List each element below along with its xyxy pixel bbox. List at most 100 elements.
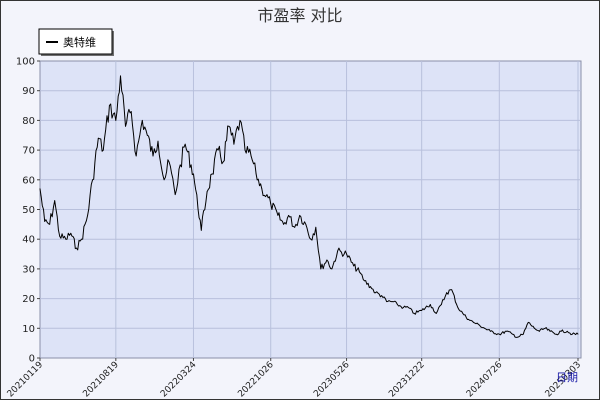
series-line — [39, 75, 579, 338]
data-point — [441, 304, 442, 305]
data-point — [141, 120, 143, 121]
data-point — [250, 155, 252, 157]
x-tick-label: 20220324 — [159, 360, 199, 400]
data-point — [490, 330, 491, 332]
data-point — [65, 238, 67, 240]
data-point — [206, 191, 208, 193]
data-point — [315, 226, 317, 228]
data-point — [184, 143, 186, 145]
data-point — [484, 327, 485, 329]
x-tick-label: 20240726 — [465, 360, 505, 400]
data-point — [413, 313, 415, 314]
data-point — [109, 105, 110, 106]
data-point — [370, 286, 371, 288]
data-point — [566, 330, 568, 332]
data-point — [571, 333, 573, 335]
data-point — [49, 223, 51, 225]
data-point — [560, 330, 562, 332]
data-point — [451, 289, 453, 291]
data-point — [331, 268, 333, 270]
y-tick-label: 40 — [22, 235, 35, 246]
data-point — [421, 310, 423, 311]
y-tick-label: 90 — [22, 86, 35, 97]
data-point — [244, 149, 246, 151]
data-point — [479, 324, 480, 326]
data-point — [555, 333, 557, 335]
data-point — [408, 307, 409, 308]
data-point — [522, 333, 524, 335]
x-tick-label: 20231222 — [387, 360, 426, 399]
data-point — [283, 223, 284, 225]
y-tick-label: 30 — [22, 264, 35, 275]
data-point — [87, 215, 88, 216]
grid-lines — [40, 61, 581, 358]
data-point — [305, 223, 307, 225]
chart-title: 市盈率 对比 — [257, 6, 342, 25]
y-tick-label: 50 — [22, 205, 35, 216]
data-point — [70, 232, 72, 234]
data-point — [320, 268, 322, 270]
data-point — [217, 149, 219, 151]
data-point — [97, 137, 99, 139]
data-point — [403, 307, 404, 308]
data-point — [386, 301, 387, 302]
data-point — [233, 143, 235, 145]
data-point — [115, 120, 117, 121]
data-point — [468, 319, 469, 320]
y-tick-label: 20 — [22, 294, 35, 305]
data-point — [473, 322, 474, 323]
data-point — [163, 179, 165, 181]
data-point — [457, 307, 459, 308]
data-point — [76, 247, 77, 249]
data-point — [239, 120, 241, 121]
y-tick-label: 100 — [16, 57, 35, 68]
data-point — [391, 301, 393, 302]
data-point — [337, 250, 338, 252]
data-point — [310, 238, 312, 240]
x-tick-label: 20230526 — [312, 360, 352, 400]
data-point — [294, 226, 296, 228]
data-point — [353, 265, 355, 267]
data-point — [534, 327, 535, 329]
data-point — [359, 271, 360, 273]
series-layer — [39, 75, 579, 338]
data-point — [277, 215, 279, 216]
data-point — [397, 304, 398, 305]
data-point — [577, 333, 579, 335]
data-point — [261, 188, 263, 190]
data-point — [120, 75, 121, 77]
data-point — [193, 173, 194, 175]
data-point — [228, 125, 230, 127]
data-point — [39, 188, 41, 190]
x-axis-label: 日期 — [556, 371, 578, 384]
legend: 奥特维 — [38, 28, 114, 56]
data-point — [446, 292, 448, 294]
x-tick-label: 20210819 — [81, 360, 121, 400]
legend-label: 奥特维 — [63, 35, 96, 49]
data-point — [44, 221, 46, 222]
data-point — [81, 238, 82, 240]
data-point — [211, 173, 213, 175]
x-tick-label: 20210119 — [6, 360, 46, 400]
data-point — [255, 173, 257, 175]
data-point — [326, 259, 328, 261]
data-point — [130, 111, 132, 112]
data-point — [270, 203, 272, 205]
data-point — [200, 229, 202, 231]
data-point — [544, 327, 546, 329]
x-axis: 20210119 20210819 20220324 20221026 20230526… — [6, 358, 583, 400]
data-point — [168, 161, 170, 163]
data-point — [381, 295, 382, 296]
data-point — [102, 149, 104, 151]
data-point — [152, 155, 154, 157]
data-point — [375, 292, 376, 294]
data-point — [462, 313, 464, 314]
y-tick-label: 70 — [22, 146, 35, 157]
y-tick-label: 0 — [29, 354, 35, 365]
data-point — [364, 280, 365, 282]
data-point — [429, 304, 431, 305]
data-point — [174, 194, 176, 196]
data-point — [498, 333, 500, 335]
y-tick-label: 80 — [22, 116, 35, 127]
